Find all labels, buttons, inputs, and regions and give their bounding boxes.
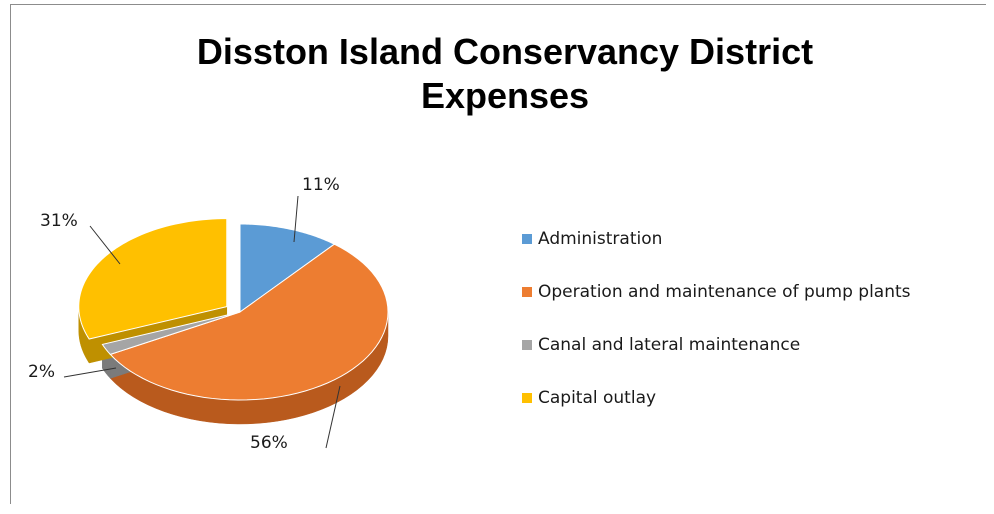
leader-line-capital-outlay bbox=[89, 225, 121, 265]
pie-slice-administration bbox=[239, 223, 336, 313]
pie-label-layer: 11% 56% 2% 31% bbox=[28, 175, 341, 453]
legend-swatch-operation-maintenance bbox=[522, 286, 532, 297]
legend-label-administration: Administration bbox=[538, 228, 663, 249]
pie-slice-canal-and-lateral-maintenance bbox=[101, 311, 241, 355]
legend-label-operation-maintenance: Operation and maintenance of pump plants bbox=[538, 281, 911, 302]
legend-item-canal-lateral: Canal and lateral maintenance bbox=[522, 318, 982, 371]
chart-title-line-1: Disston Island Conservancy District bbox=[196, 31, 814, 72]
chart-title: Disston Island Conservancy District Expe… bbox=[0, 30, 994, 118]
legend-item-capital-outlay: Capital outlay bbox=[522, 371, 982, 424]
data-label-canal-and-lateral-maintenance: 2% bbox=[28, 362, 55, 382]
data-label-administration: 11% bbox=[302, 175, 340, 195]
pie-top-layer bbox=[78, 218, 389, 401]
chart-legend: Administration Operation and maintenance… bbox=[522, 212, 982, 424]
legend-swatch-administration bbox=[522, 233, 532, 244]
pie-slice-operation-and-maintenance-of-pump-plants bbox=[109, 243, 389, 401]
legend-item-operation-maintenance: Operation and maintenance of pump plants bbox=[522, 265, 982, 318]
legend-label-capital-outlay: Capital outlay bbox=[538, 387, 657, 408]
legend-label-canal-lateral: Canal and lateral maintenance bbox=[538, 334, 801, 355]
leader-line-operation-and-maintenance-of-pump-plants bbox=[325, 385, 341, 449]
data-label-operation-and-maintenance-of-pump-plants: 56% bbox=[250, 433, 288, 453]
legend-swatch-canal-lateral bbox=[522, 339, 532, 350]
leader-line-administration bbox=[293, 195, 299, 243]
chart-title-line-2: Expenses bbox=[420, 75, 590, 116]
leader-line-canal-and-lateral-maintenance bbox=[63, 367, 117, 378]
data-label-capital-outlay: 31% bbox=[40, 211, 78, 231]
pie-slice-capital-outlay bbox=[78, 218, 228, 340]
legend-swatch-capital-outlay bbox=[522, 392, 532, 403]
legend-item-administration: Administration bbox=[522, 212, 982, 265]
